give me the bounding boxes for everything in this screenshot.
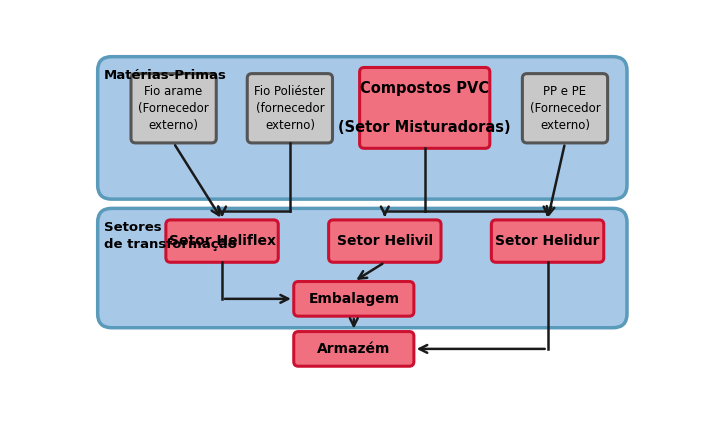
FancyBboxPatch shape [293,282,414,316]
Text: Setor Helivil: Setor Helivil [337,234,433,248]
FancyBboxPatch shape [360,67,490,148]
Text: Setores
de transformação: Setores de transformação [104,221,237,250]
Text: PP e PE
(Fornecedor
externo): PP e PE (Fornecedor externo) [530,85,600,132]
FancyBboxPatch shape [329,220,441,262]
FancyBboxPatch shape [293,332,414,366]
FancyBboxPatch shape [98,208,627,328]
Text: Armazém: Armazém [317,342,390,356]
Text: Compostos PVC

(Setor Misturadoras): Compostos PVC (Setor Misturadoras) [339,80,511,135]
Text: Setor Heliflex: Setor Heliflex [168,234,276,248]
Text: Embalagem: Embalagem [308,292,399,306]
FancyBboxPatch shape [131,74,216,143]
Text: Fio Poliéster
(fornecedor
externo): Fio Poliéster (fornecedor externo) [255,85,325,132]
FancyBboxPatch shape [98,57,627,199]
FancyBboxPatch shape [247,74,332,143]
Text: Matérias-Primas: Matérias-Primas [104,69,227,82]
FancyBboxPatch shape [166,220,279,262]
FancyBboxPatch shape [491,220,604,262]
Text: Fio arame
(Fornecedor
externo): Fio arame (Fornecedor externo) [139,85,209,132]
FancyBboxPatch shape [522,74,607,143]
Text: Setor Helidur: Setor Helidur [496,234,600,248]
